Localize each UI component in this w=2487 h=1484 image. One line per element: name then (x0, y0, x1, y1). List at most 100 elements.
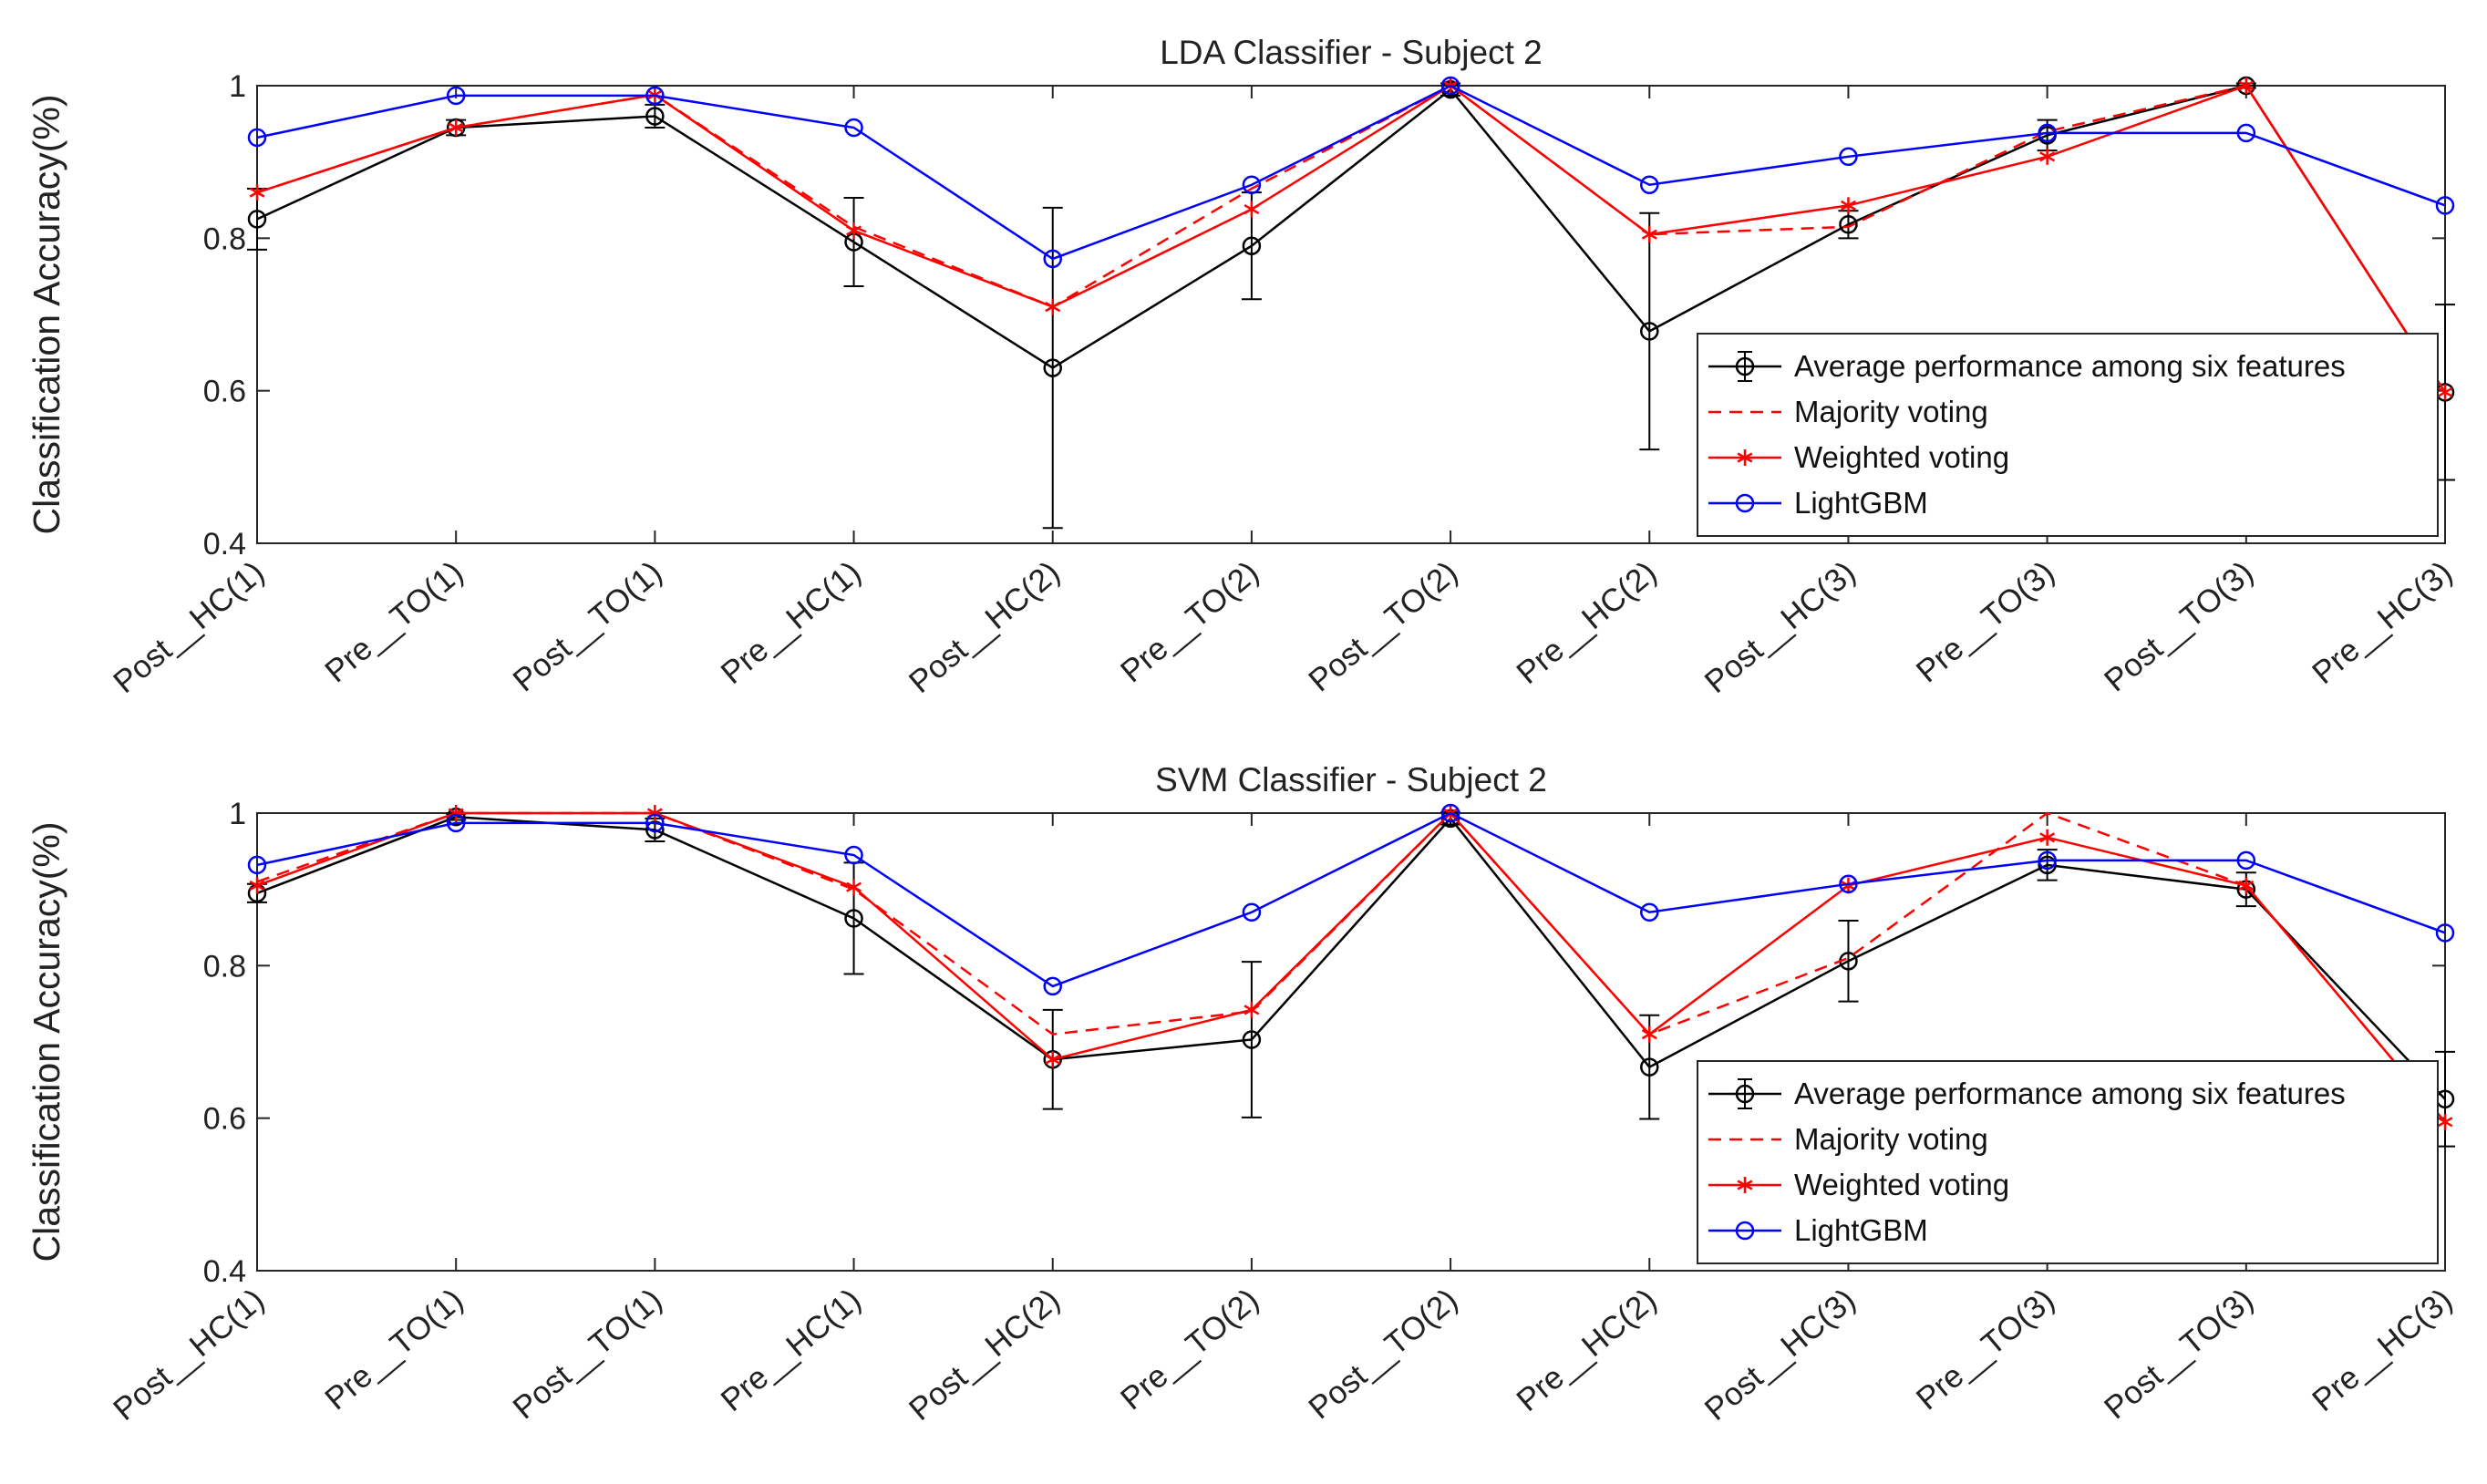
svm-data-point (1640, 902, 1659, 922)
svm-legend-entry-lightgbm: LightGBM (1708, 1213, 1928, 1247)
lda-data-point (2038, 123, 2057, 143)
svm-data-point (446, 813, 466, 833)
svm-data-point (1839, 874, 1858, 894)
svm-legend-marker (1735, 1221, 1755, 1241)
svm-series-line (256, 811, 2446, 988)
svm-error-bar (2037, 849, 2058, 881)
lda-data-point (247, 210, 267, 229)
lda-data-point (846, 222, 862, 239)
lda-data-point (1244, 201, 1260, 218)
svm-legend-entry-majority-voting: Majority voting (1708, 1122, 1988, 1156)
svm-series-weighted-voting (249, 805, 2453, 1130)
lda-error-bar (1639, 211, 1660, 451)
lda-legend: Average performance among six features Ma… (1697, 333, 2439, 537)
lda-data-point (1043, 358, 1062, 377)
svm-axes-box (256, 812, 2446, 1272)
svm-y-tick-label: 1 (229, 797, 246, 831)
svm-data-point (645, 820, 665, 840)
lda-data-point (1242, 175, 1262, 195)
svm-data-point (1043, 976, 1062, 996)
lda-data-point (2039, 148, 2056, 165)
lda-data-point (2435, 196, 2455, 215)
lda-data-point (1839, 147, 1858, 167)
lda-legend-entry-average-performance-among-six-features: Average performance among six features (1708, 349, 2346, 383)
svm-legend-marker (1735, 1084, 1755, 1104)
svm-series-line (256, 811, 2446, 1123)
lda-data-point (1440, 76, 1460, 96)
lda-data-point (2238, 77, 2255, 94)
svm-series-lightgbm (247, 803, 2455, 996)
svm-data-point (249, 877, 265, 894)
svm-legend-label: Majority voting (1794, 1122, 1988, 1156)
lda-data-point (1839, 215, 1858, 234)
lda-y-tick-label: 0.4 (203, 527, 246, 562)
lda-data-point (844, 118, 863, 138)
svm-data-point (247, 855, 267, 875)
svm-legend-label: LightGBM (1794, 1213, 1928, 1247)
svm-series-line (256, 811, 2446, 1123)
lda-series-line (256, 84, 2447, 394)
svm-series-majority-voting (256, 811, 2446, 1123)
svm-chart-title: SVM Classifier - Subject 2 (1155, 761, 1547, 799)
lda-data-point (1641, 226, 1657, 243)
svm-y-tick-label: 0.8 (203, 949, 246, 984)
svm-data-point (2038, 850, 2057, 871)
svm-data-point (645, 813, 665, 833)
svm-data-point (2437, 1113, 2453, 1130)
lda-series-majority-voting (256, 84, 2447, 394)
lda-legend-marker (1737, 449, 1753, 466)
svm-data-point (846, 879, 862, 896)
lda-legend-entry-weighted-voting: Weighted voting (1708, 440, 2009, 474)
lda-legend-marker (1735, 493, 1755, 513)
lda-data-point (2236, 123, 2256, 143)
lda-series-line (256, 84, 2446, 261)
lda-data-point (1242, 236, 1262, 255)
svm-y-tick-label: 0.6 (203, 1102, 246, 1137)
svm-error-bar (1838, 919, 1859, 1003)
svm-series-line (256, 815, 2446, 1100)
lda-data-point (446, 86, 466, 106)
lda-y-tick-label: 1 (229, 69, 246, 104)
lda-legend-entry-majority-voting: Majority voting (1708, 395, 1988, 428)
lda-data-point (1640, 322, 1659, 341)
lda-data-point (1043, 249, 1062, 269)
lda-data-point (645, 107, 665, 126)
lda-y-axis-label: Classification Accuracy(%) (26, 94, 67, 534)
svm-data-point (1242, 1030, 1262, 1049)
svm-legend-entry-average-performance-among-six-features: Average performance among six features (1708, 1077, 2346, 1110)
lda-error-bar (843, 196, 864, 288)
lda-data-point (1841, 197, 1856, 214)
lda-legend-marker (1735, 356, 1755, 376)
lda-y-tick-label: 0.6 (203, 375, 246, 409)
svm-legend-label: Weighted voting (1794, 1168, 2009, 1201)
svm-data-point (1641, 1025, 1657, 1043)
svm-data-point (844, 845, 863, 865)
svm-data-point (2435, 923, 2455, 943)
svm-legend-label: Average performance among six features (1794, 1077, 2346, 1110)
lda-y-tick-label: 0.8 (203, 222, 246, 256)
lda-series-line (256, 84, 2447, 394)
svm-data-point (2039, 829, 2056, 846)
svm-y-axis-label: Classification Accuracy(%) (26, 821, 67, 1262)
lda-data-point (2437, 384, 2453, 401)
lda-legend-entry-lightgbm: LightGBM (1708, 486, 1928, 520)
lda-data-point (249, 184, 265, 201)
svm-legend-entry-weighted-voting: Weighted voting (1708, 1168, 2009, 1201)
lda-legend-label: Weighted voting (1794, 440, 2009, 474)
lda-error-bar (1042, 206, 1063, 530)
lda-series-weighted-voting (249, 77, 2453, 401)
lda-chart-title: LDA Classifier - Subject 2 (1160, 34, 1543, 71)
lda-data-point (1640, 175, 1659, 195)
svm-data-point (1242, 902, 1262, 922)
lda-series-line (256, 84, 2447, 394)
lda-legend-label: LightGBM (1794, 486, 1928, 520)
svm-data-point (1640, 1057, 1659, 1077)
svm-legend-marker (1737, 1177, 1753, 1193)
lda-series-lightgbm (247, 76, 2455, 269)
lda-legend-label: Average performance among six features (1794, 349, 2346, 383)
lda-legend-box (1697, 333, 2439, 537)
lda-legend-label: Majority voting (1794, 395, 1988, 428)
svm-series-average-performance-among-six-features (247, 807, 2455, 1148)
lda-data-point (1045, 298, 1061, 315)
